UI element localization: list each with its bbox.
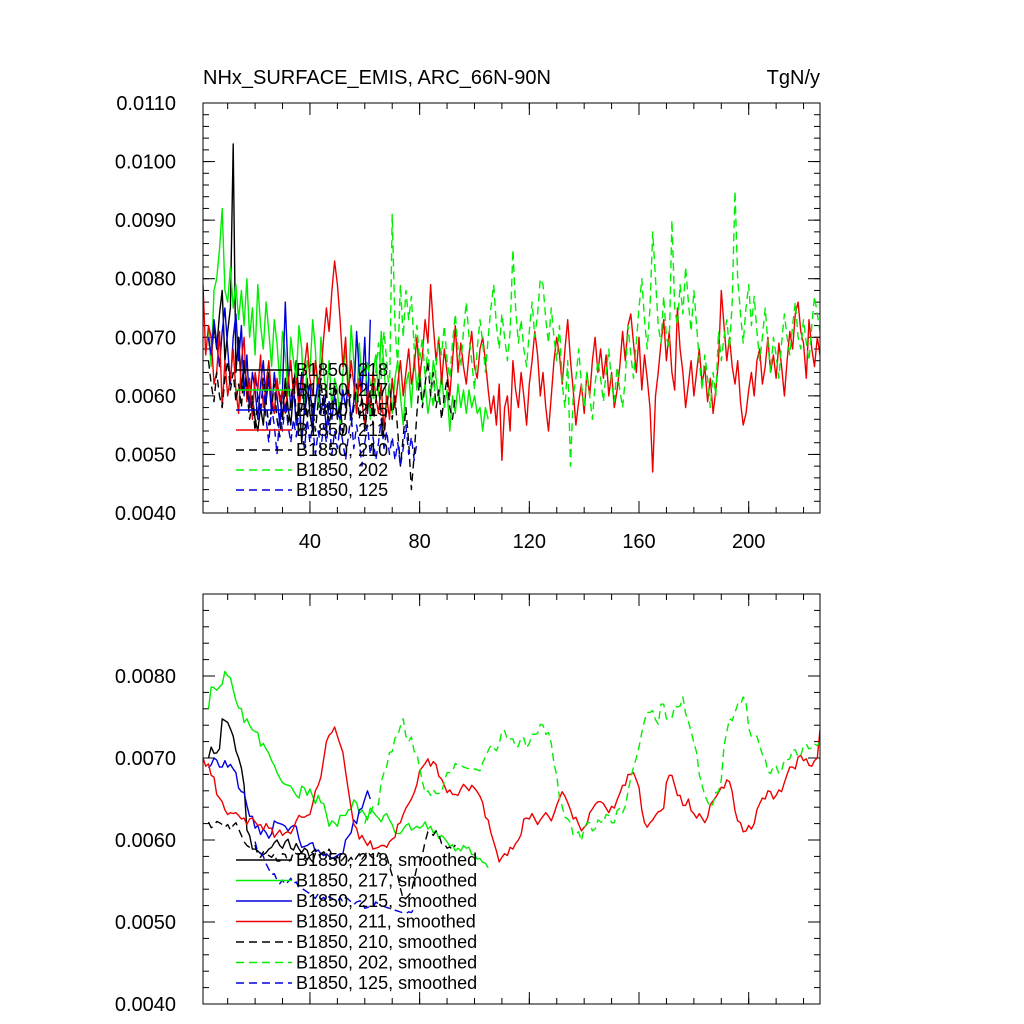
y-tick-label: 0.0060 — [115, 830, 176, 852]
units-label: TgN/y — [767, 67, 820, 89]
y-tick-label: 0.0080 — [115, 666, 176, 688]
top-panel: NHx_SURFACE_EMIS, ARC_66N-90N TgN/y 0.00… — [115, 67, 821, 553]
x-tick-label: 80 — [409, 531, 431, 553]
legend-label: B1850, 211, smoothed — [296, 912, 476, 932]
legend-label: B1850, 215, smoothed — [296, 891, 477, 911]
bottom-plot-frame — [202, 593, 821, 1005]
x-tick-label: 200 — [732, 531, 765, 553]
legend-label: B1850, 217 — [296, 380, 388, 400]
series-line-0 — [207, 143, 317, 444]
bottom-panel: 0.0040 0.0050 0.0060 0.0070 0.0080 B1850, 21… — [115, 593, 821, 1016]
series-line-3 — [203, 726, 820, 863]
y-tick-label: 0.0110 — [116, 93, 176, 115]
y-tick-label: 0.0060 — [115, 386, 176, 408]
legend-label: B1850, 202 — [296, 460, 388, 480]
legend-label: B1850, 218, smoothed — [296, 850, 477, 870]
y-tick-label: 0.0050 — [115, 444, 176, 466]
x-tick-label: 160 — [622, 531, 655, 553]
series-line-2 — [207, 757, 371, 859]
chart-title: NHx_SURFACE_EMIS, ARC_66N-90N — [203, 67, 551, 89]
x-tick-label: 40 — [299, 531, 321, 553]
y-tick-label: 0.0080 — [115, 269, 176, 291]
series-line-5 — [364, 696, 820, 842]
legend-label: B1850, 202, smoothed — [296, 953, 477, 973]
series-line-6 — [254, 378, 418, 467]
y-tick-label: 0.0070 — [115, 327, 176, 349]
bottom-axes: 0.0040 0.0050 0.0060 0.0070 0.0080 — [115, 593, 820, 1016]
legend-label: B1850, 125 — [296, 480, 388, 500]
x-tick-label: 120 — [513, 531, 546, 553]
legend-label: B1850, 210 — [296, 440, 388, 460]
y-tick-label: 0.0040 — [115, 503, 176, 525]
top-axes: 0.0040 0.0050 0.0060 0.0070 0.0080 0.0090 0.01… — [115, 93, 820, 553]
legend-label: B1850, 217, smoothed — [296, 871, 477, 891]
legend-label: B1850, 210, smoothed — [296, 932, 477, 952]
y-tick-label: 0.0050 — [115, 912, 176, 934]
series-line-3 — [203, 260, 820, 473]
series-line-4 — [207, 360, 456, 491]
y-tick-label: 0.0070 — [115, 748, 176, 770]
legend-label: B1850, 215 — [296, 400, 388, 420]
series-line-1 — [207, 670, 489, 869]
legend-label: B1850, 211 — [296, 420, 387, 440]
series-line-4 — [207, 820, 456, 900]
legend-label: B1850, 125, smoothed — [296, 973, 477, 993]
top-series-group — [203, 143, 820, 491]
series-line-5 — [364, 190, 820, 467]
y-tick-label: 0.0040 — [115, 994, 176, 1016]
y-tick-label: 0.0090 — [115, 210, 176, 232]
y-tick-label: 0.0100 — [115, 152, 176, 174]
legend-label: B1850, 218 — [296, 360, 388, 380]
top-plot-frame — [202, 102, 821, 514]
